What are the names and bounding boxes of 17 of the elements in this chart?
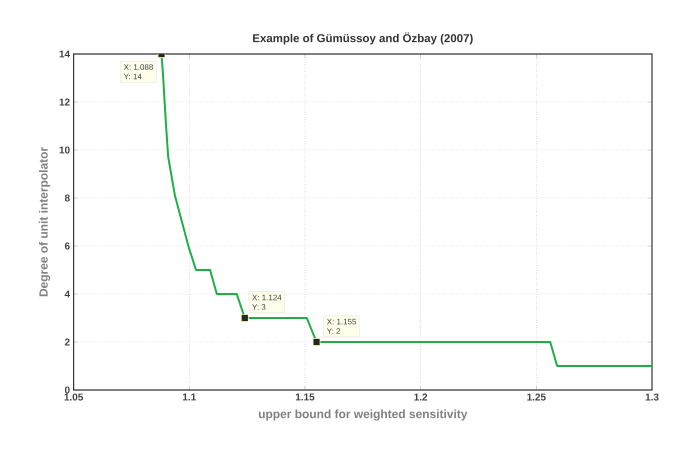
y-tick-label: 12 [60,98,70,106]
chart-title: Example of Gümüssoy and Özbay (2007) [253,32,473,44]
y-tick-label: 4 [64,290,70,298]
x-tick-label: 1.2 [414,394,428,400]
y-axis-title: Degree of unit interpolator [38,147,50,296]
y-tick-label: 10 [60,146,70,154]
y-tick-label: 6 [64,242,70,250]
y-tick-label: 0 [64,386,70,394]
x-axis-title: upper bound for weighted sensitivity [258,409,468,421]
y-tick-label: 8 [64,194,70,202]
x-tick-label: 1.25 [527,394,546,401]
y-tick-label: 14 [60,50,70,58]
x-tick-label: 1.1 [182,394,196,400]
x-tick-label: 1.05 [64,394,84,401]
x-tick-label: 1.3 [646,394,659,401]
x-tick-label: 1.15 [296,394,314,400]
y-tick-label: 2 [64,338,70,346]
